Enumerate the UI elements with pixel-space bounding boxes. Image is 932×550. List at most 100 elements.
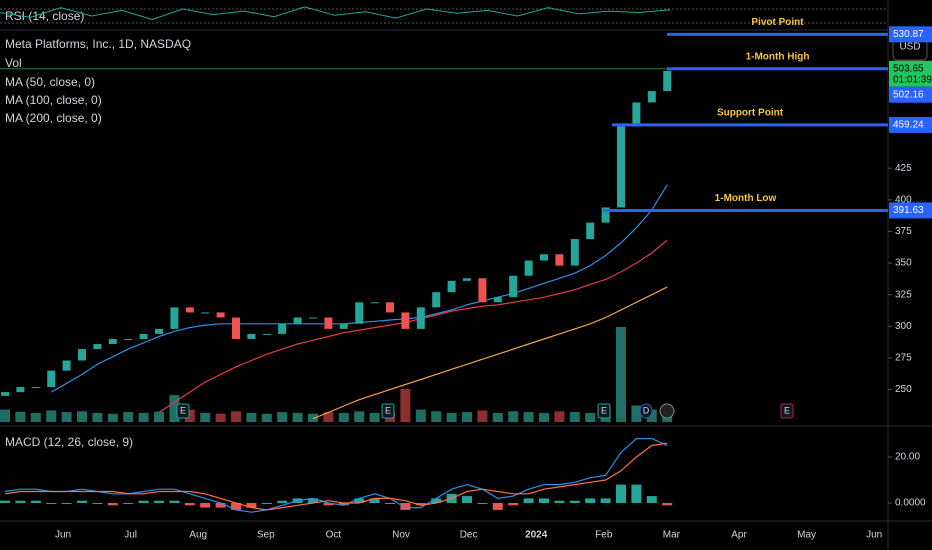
event-label: E <box>180 405 186 415</box>
macd-histogram <box>631 484 642 503</box>
volume-bar <box>492 412 503 422</box>
volume-bar <box>446 412 457 422</box>
y-tick-label: 250 <box>895 384 912 395</box>
volume-bar <box>30 412 41 422</box>
volume-bar <box>138 412 149 422</box>
volume-bar <box>554 411 565 422</box>
candle-body <box>124 338 133 340</box>
macd-histogram <box>523 498 534 503</box>
macd-histogram <box>338 503 349 506</box>
macd-histogram <box>323 503 334 506</box>
candle-body <box>586 222 595 240</box>
macd-histogram <box>15 500 26 503</box>
level-label: 1-Month High <box>746 51 810 62</box>
indicator-label: Vol <box>5 56 22 70</box>
indicator-label: MA (50, close, 0) <box>5 75 95 89</box>
volume-bar <box>15 411 26 422</box>
price-tag-label: 502.16 <box>893 89 924 100</box>
candle-body <box>493 297 502 303</box>
x-tick-label: Feb <box>595 530 613 541</box>
volume-bar <box>400 388 411 422</box>
indicator-label: MA (200, close, 0) <box>5 111 102 125</box>
volume-bar <box>169 395 180 422</box>
countdown-label: 01:01:39 <box>893 74 932 85</box>
macd-histogram <box>154 500 164 503</box>
volume-bar <box>0 409 10 422</box>
currency-label[interactable]: USD <box>899 42 920 53</box>
volume-bar <box>585 412 596 422</box>
macd-histogram <box>508 503 519 506</box>
macd-histogram <box>431 498 442 503</box>
macd-histogram <box>261 503 272 504</box>
price-tag <box>889 26 932 43</box>
candle-body <box>540 254 548 261</box>
candle-body <box>370 302 379 304</box>
candle-body <box>1 392 9 396</box>
y-tick-label: 425 <box>895 163 912 174</box>
candle-body <box>155 328 163 334</box>
candle-body <box>570 239 579 266</box>
macd-histogram <box>169 500 180 503</box>
macd-histogram <box>30 500 41 503</box>
x-tick-label: Jun <box>55 530 71 541</box>
x-tick-label: Nov <box>392 530 410 541</box>
y-tick-label: 275 <box>895 353 912 364</box>
volume-bar <box>616 327 626 422</box>
volume-bar <box>508 411 519 422</box>
candle-body <box>386 302 394 313</box>
macd-histogram <box>662 503 673 506</box>
moving-average <box>312 286 668 420</box>
macd-histogram <box>585 498 596 503</box>
volume-bar <box>292 412 303 422</box>
volume-bar <box>631 405 642 422</box>
macd-histogram <box>46 503 57 504</box>
price-tag <box>889 60 932 87</box>
signal-line <box>4 442 668 511</box>
x-tick-label: Dec <box>460 530 478 541</box>
macd-histogram <box>616 484 626 503</box>
price-tag <box>889 86 932 103</box>
volume-bar <box>77 411 87 422</box>
candle-body <box>216 312 225 318</box>
candle-body <box>309 317 317 319</box>
volume-bar <box>231 411 241 422</box>
rsi-label: RSI (14, close) <box>5 9 84 23</box>
candle-body <box>62 360 71 371</box>
price-tag-label: 530.87 <box>893 29 924 40</box>
x-tick-label: May <box>797 530 816 541</box>
candle-body <box>16 387 25 393</box>
volume-bar <box>523 412 534 422</box>
macd-histogram <box>138 500 149 503</box>
macd-histogram <box>477 503 488 504</box>
event-icon <box>381 403 395 419</box>
macd-histogram <box>569 500 580 503</box>
price-tag-label: 459.24 <box>893 120 924 131</box>
macd-histogram <box>385 503 395 504</box>
volume-bar <box>369 412 380 422</box>
candle-body <box>601 207 610 223</box>
candle-body <box>93 344 102 350</box>
macd-histogram <box>215 503 226 508</box>
candle-body <box>170 307 179 329</box>
candle-body <box>201 312 210 314</box>
candle-body <box>247 333 256 339</box>
level-label: 1-Month Low <box>715 193 777 204</box>
price-tag <box>889 202 932 219</box>
x-tick-label: Jun <box>866 530 882 541</box>
macd-tick-label: 20.00 <box>895 452 920 463</box>
macd-histogram <box>277 500 288 503</box>
macd-histogram <box>308 498 318 503</box>
candle-body <box>339 323 348 329</box>
candle-body <box>185 307 194 313</box>
event-icon <box>176 403 190 419</box>
level-label: Support Point <box>717 108 784 119</box>
macd-histogram <box>231 503 241 510</box>
volume-bar <box>415 409 426 422</box>
volume-bar <box>215 413 226 422</box>
macd-histogram <box>184 503 195 506</box>
candle-body <box>478 278 487 303</box>
x-tick-label: Jul <box>124 530 137 541</box>
indicator-label: MA (100, close, 0) <box>5 93 102 107</box>
candle-body <box>293 317 302 324</box>
